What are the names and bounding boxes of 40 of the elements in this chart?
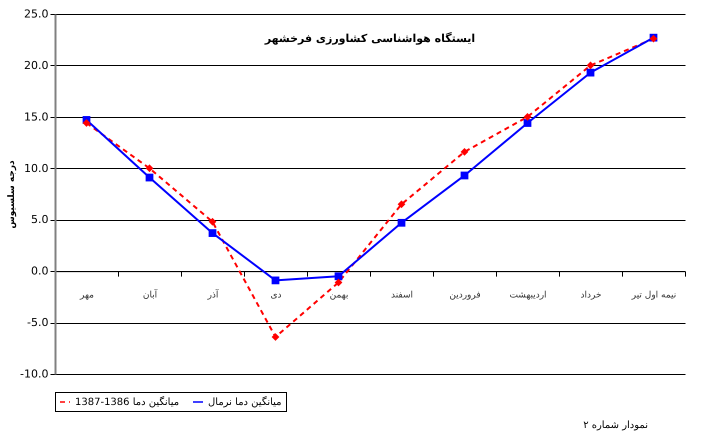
y-axis-title: درجه سلسیوس xyxy=(7,160,18,229)
x-tick-label: خرداد xyxy=(580,290,602,301)
x-tick-label: نیمه اول تیر xyxy=(630,290,676,301)
point xyxy=(586,68,594,76)
legend-label: میانگین دما 1386-1387 xyxy=(75,396,180,408)
text: ایستگاه هواشناسی کشاورزی فرخشهر xyxy=(264,32,476,45)
point xyxy=(82,119,90,127)
point xyxy=(334,278,342,286)
point xyxy=(398,200,406,208)
point xyxy=(146,164,154,172)
y-tick-label: -5.0 xyxy=(27,316,48,330)
point xyxy=(146,174,154,182)
y-tick-label: -10.0 xyxy=(20,368,48,380)
point xyxy=(272,276,280,284)
x-tick-label: مهر xyxy=(79,290,94,301)
y-tick-label: 0.0 xyxy=(31,264,48,278)
y-tick-label: 15.0 xyxy=(24,110,48,124)
point xyxy=(524,119,532,127)
point xyxy=(208,229,216,237)
y-tick-label: 5.0 xyxy=(31,213,48,226)
point xyxy=(398,218,406,227)
x-tick-label: اسفند xyxy=(390,290,414,301)
point xyxy=(208,218,216,226)
y-tick-label: 20.0 xyxy=(24,58,48,72)
y-tick-label: 10.0 xyxy=(24,162,48,175)
point xyxy=(460,172,468,180)
x-tick-label: آبان xyxy=(142,288,158,301)
point xyxy=(586,62,594,70)
x-tick-label: آذر xyxy=(206,288,219,301)
x-tick-label: فروردین xyxy=(449,290,481,301)
legend-label: میانگین دما نرمال xyxy=(208,396,282,408)
point xyxy=(460,148,468,156)
text: نمودار شماره ۲ xyxy=(583,420,648,431)
x-tick-label: بهمن xyxy=(330,290,348,301)
y-tick-label: 25.0 xyxy=(24,8,48,20)
point xyxy=(334,272,342,280)
point xyxy=(272,333,280,341)
x-tick-label: دی xyxy=(270,290,282,301)
point xyxy=(524,112,532,121)
x-tick-label: اردیبهشت xyxy=(509,290,547,301)
